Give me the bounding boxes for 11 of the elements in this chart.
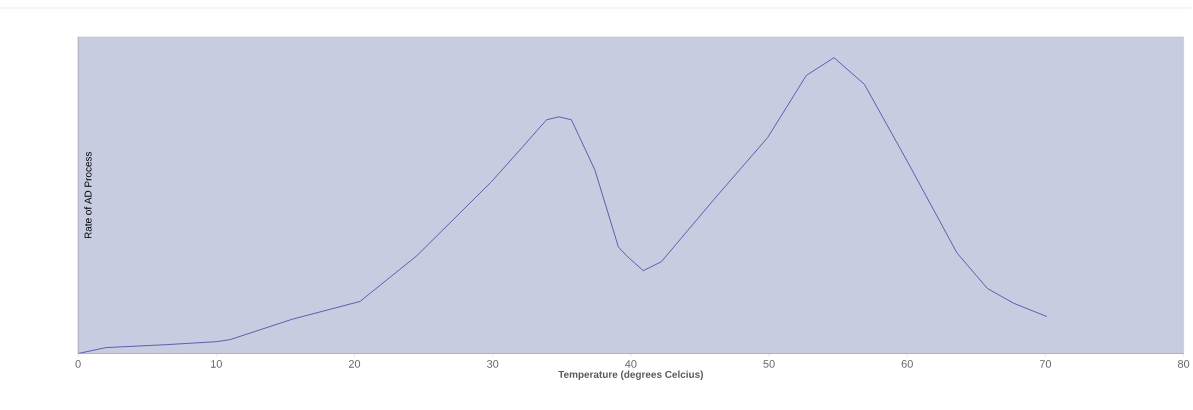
x-axis-title: Temperature (degrees Celcius) — [558, 370, 703, 380]
x-tick-label: 60 — [901, 359, 913, 368]
y-axis-title: Rate of AD Process — [84, 151, 92, 238]
x-tick-label: 20 — [348, 359, 361, 368]
x-tick-label: 70 — [1039, 359, 1052, 368]
x-tick-label: 50 — [763, 359, 775, 368]
x-tick-label: 80 — [1177, 359, 1190, 368]
x-tick-label: 30 — [487, 359, 499, 368]
x-tick-label: 10 — [211, 359, 222, 368]
x-tick-label: 0 — [75, 359, 81, 368]
x-tick-label: 40 — [625, 359, 637, 368]
